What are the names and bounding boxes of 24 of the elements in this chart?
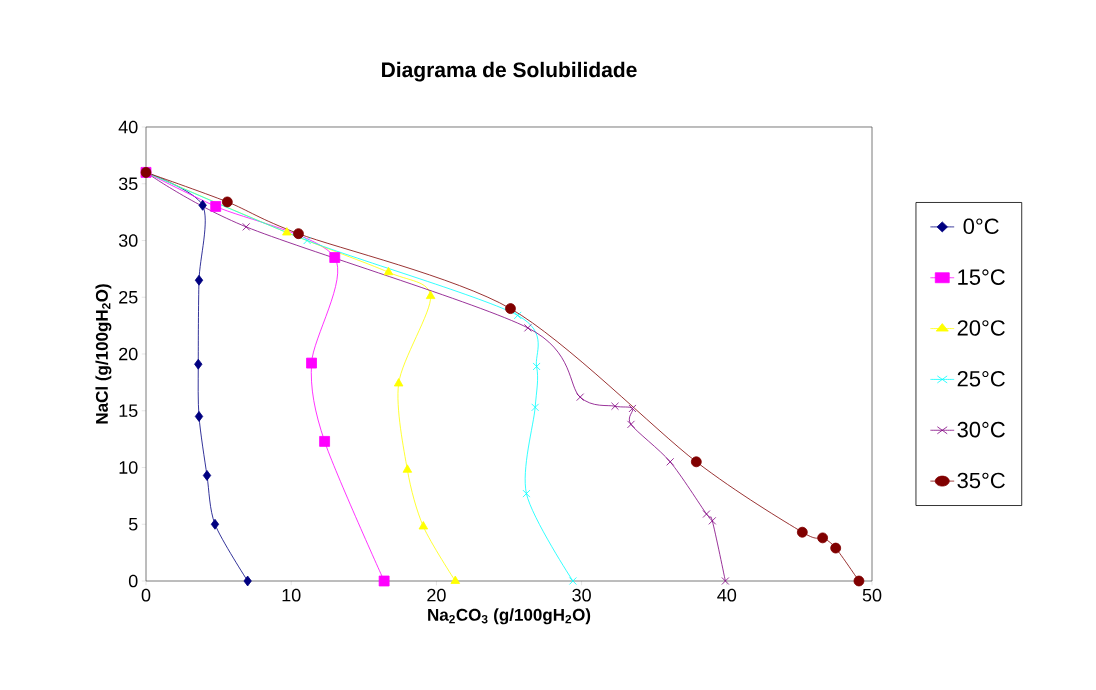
- x-axis-title: Na$_{2}$CO$_{3}$ (g/100gH$_{2}$O): [428, 608, 591, 625]
- chart-title: Diagrama de Solubilidade: [382, 61, 637, 82]
- y-tick-label: 30: [118, 234, 138, 247]
- y-tick-label: 5: [128, 517, 138, 531]
- x-tick-label: 50: [862, 588, 882, 602]
- legend-label: 15°C: [958, 269, 1005, 285]
- y-tick-label: 10: [119, 461, 138, 474]
- x-tick-label: 30: [572, 588, 591, 602]
- x-tick-label: 0: [141, 588, 151, 602]
- y-tick-label: 25: [119, 290, 138, 304]
- x-tick-label: 40: [717, 588, 737, 602]
- y-tick-label: 40: [118, 120, 138, 134]
- legend-label: 30°C: [957, 421, 1005, 438]
- legend-label: 0°C: [963, 218, 999, 235]
- y-tick-label: 15: [119, 404, 138, 418]
- y-tick-label: 35: [118, 177, 138, 191]
- x-tick-label: 10: [282, 588, 301, 602]
- legend-label: 35°C: [957, 472, 1005, 489]
- legend-label: 20°C: [957, 320, 1005, 336]
- legend-label: 25°C: [957, 370, 1005, 387]
- y-tick-label: 0: [128, 574, 138, 588]
- y-tick-label: 20: [119, 347, 138, 361]
- x-tick-label: 20: [427, 588, 446, 602]
- y-axis-title: NaCl (g/100gH$_{2}$O): [95, 284, 112, 424]
